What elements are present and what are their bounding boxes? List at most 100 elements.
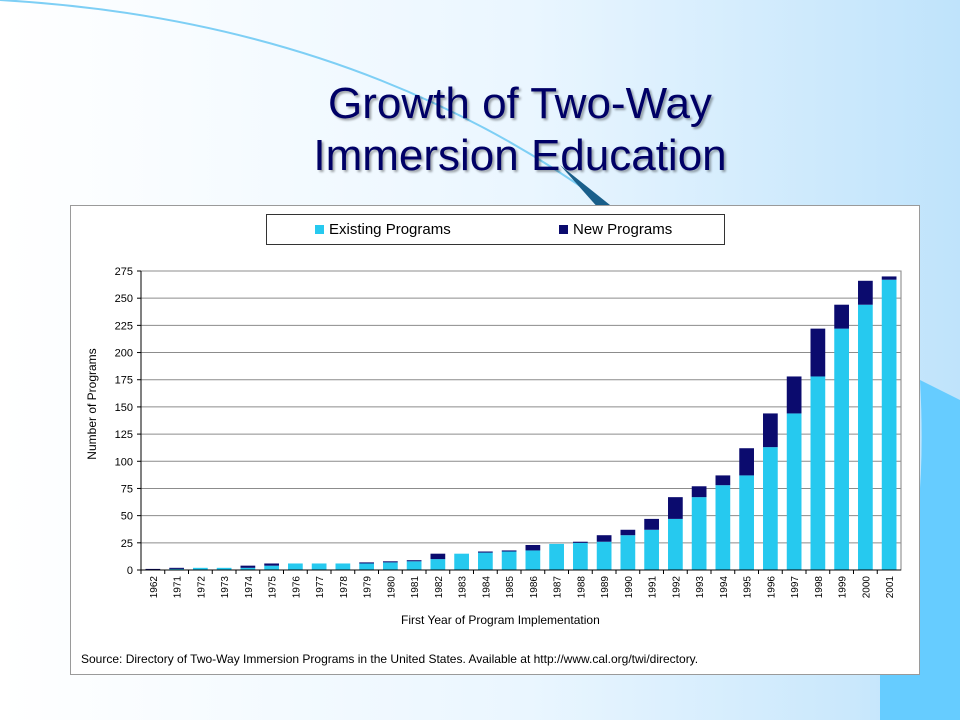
x-tick-label: 2001: [885, 576, 896, 599]
bar-existing-1973: [216, 567, 232, 570]
bar-existing-1986: [525, 550, 541, 570]
bar-new-1974: [240, 565, 256, 568]
x-tick-label: 1981: [410, 576, 421, 599]
bar-new-1998: [810, 328, 826, 377]
bar-existing-1996: [763, 447, 778, 570]
bar-existing-1977: [311, 563, 327, 570]
y-tick-label: 175: [115, 375, 133, 387]
bar-existing-2001: [881, 279, 897, 570]
bar-existing-1999: [834, 328, 849, 570]
source-note: Source: Directory of Two-Way Immersion P…: [81, 652, 699, 666]
bar-new-1999: [834, 304, 849, 329]
x-tick-label: 1990: [624, 576, 635, 599]
bar-new-1982: [430, 553, 446, 560]
bar-new-1981: [406, 560, 422, 562]
x-tick-label: 1989: [600, 576, 611, 599]
y-axis-title: Number of Programs: [85, 348, 99, 460]
bar-new-1979: [359, 562, 374, 564]
legend-label-new: New Programs: [573, 221, 673, 238]
x-tick-label: 1996: [766, 576, 777, 599]
bar-existing-1993: [691, 497, 707, 570]
legend-item-new: New Programs: [559, 221, 672, 238]
x-tick-label: 1977: [315, 576, 326, 599]
x-tick-label: 1992: [671, 576, 682, 599]
chart-legend: Existing Programs New Programs: [266, 214, 725, 245]
bar-new-1962: [145, 568, 161, 570]
x-tick-label: 1995: [743, 576, 754, 599]
bar-new-1989: [596, 535, 612, 542]
bar-existing-1987: [549, 543, 564, 570]
bar-existing-1974: [240, 567, 256, 570]
x-tick-label: 1962: [149, 576, 160, 599]
bar-new-1990: [620, 529, 636, 536]
legend-label-existing: Existing Programs: [329, 221, 451, 238]
x-tick-label: 1987: [553, 576, 564, 599]
y-tick-label: 50: [121, 511, 133, 523]
chart-frame: 0 25 50 75 100 125 150 175 200 225 250 275 1962 1971 1…: [70, 205, 920, 675]
x-tick-label: 1983: [458, 576, 469, 599]
slide-title-line1: Growth of Two-Way: [328, 79, 712, 128]
x-tick-label: 1980: [386, 576, 397, 599]
bar-existing-1978: [335, 563, 351, 570]
x-tick-label: 1972: [196, 576, 207, 599]
x-tick-label: 1998: [814, 576, 825, 599]
x-tick-label: 1999: [838, 576, 849, 599]
bar-existing-1980: [383, 562, 398, 570]
bar-new-1994: [715, 475, 731, 486]
y-tick-label: 275: [115, 266, 133, 278]
y-tick-label: 0: [127, 565, 133, 577]
bar-existing-1975: [264, 565, 279, 570]
bar-existing-2000: [858, 304, 873, 570]
bar-new-1991: [644, 518, 659, 530]
bar-new-2000: [858, 280, 873, 305]
legend-swatch-existing: [315, 225, 324, 234]
x-tick-label: 1982: [434, 576, 445, 599]
bar-new-1996: [763, 413, 778, 448]
bar-existing-1990: [620, 535, 636, 570]
x-tick-label: 1993: [695, 576, 706, 599]
x-tick-label: 1994: [719, 576, 730, 599]
x-tick-label: 1985: [505, 576, 516, 599]
x-tick-label: 1978: [339, 576, 350, 599]
bar-existing-1995: [739, 475, 754, 570]
x-tick-label: 1984: [481, 576, 492, 599]
bar-new-1985: [501, 550, 517, 552]
y-tick-label: 200: [115, 348, 133, 360]
bar-existing-1985: [501, 551, 517, 570]
x-tick-label: 1979: [363, 576, 374, 599]
y-tick-label: 150: [115, 402, 133, 414]
y-tick-label: 225: [115, 320, 133, 332]
y-tick-label: 250: [115, 293, 133, 305]
slide-title: Growth of Two-Way Immersion Education: [150, 78, 890, 182]
bar-new-2001: [881, 276, 897, 280]
x-tick-label: 1971: [173, 576, 184, 599]
x-tick-label: 1975: [268, 576, 279, 599]
bar-existing-1976: [288, 563, 303, 570]
bar-existing-1988: [573, 542, 588, 570]
bar-new-1986: [525, 544, 541, 551]
bar-existing-1979: [359, 563, 374, 570]
bar-existing-1994: [715, 485, 731, 570]
bar-existing-1998: [810, 376, 826, 570]
y-tick-label: 100: [115, 456, 133, 468]
bar-existing-1992: [668, 518, 683, 570]
x-tick-label: 1986: [529, 576, 540, 599]
x-tick-label: 2000: [861, 576, 872, 599]
bar-existing-1984: [478, 552, 493, 570]
bar-existing-1991: [644, 529, 659, 570]
bar-new-1997: [786, 376, 802, 414]
slide-title-line2: Immersion Education: [313, 131, 727, 180]
bar-new-1984: [478, 551, 493, 553]
x-tick-label: 1976: [291, 576, 302, 599]
x-tick-label: 1991: [648, 576, 659, 599]
x-tick-label: 1997: [790, 576, 801, 599]
bar-chart: 0 25 50 75 100 125 150 175 200 225 250 275 1962 1971 1…: [115, 266, 902, 599]
bar-new-1980: [383, 561, 398, 563]
bar-new-1975: [264, 563, 279, 566]
x-tick-label: 1973: [220, 576, 231, 599]
x-tick-label: 1988: [576, 576, 587, 599]
bar-new-1988: [573, 541, 588, 543]
bar-new-1995: [739, 448, 754, 476]
bar-new-1992: [668, 497, 683, 519]
legend-swatch-new: [559, 225, 568, 234]
